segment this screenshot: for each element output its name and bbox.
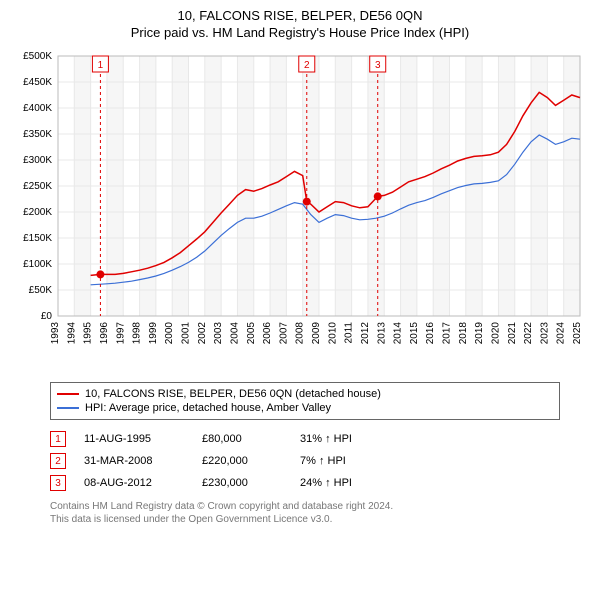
legend-swatch [57, 407, 79, 409]
svg-text:£350K: £350K [23, 129, 52, 140]
svg-text:2020: 2020 [490, 322, 501, 345]
price-chart: £0 £50K £100K £150K £200K £250K £300K £350K £400… [10, 46, 590, 376]
svg-text:2013: 2013 [376, 322, 387, 345]
svg-text:1997: 1997 [115, 322, 126, 345]
svg-text:2015: 2015 [409, 322, 420, 345]
svg-text:2021: 2021 [507, 322, 518, 345]
svg-text:2019: 2019 [474, 322, 485, 345]
event-row: 1 11-AUG-1995 £80,000 31% ↑ HPI [50, 428, 560, 450]
svg-text:£50K: £50K [29, 285, 53, 296]
svg-text:£100K: £100K [23, 259, 52, 270]
legend-swatch [57, 393, 79, 395]
legend: 10, FALCONS RISE, BELPER, DE56 0QN (deta… [50, 382, 560, 420]
svg-text:1998: 1998 [132, 322, 143, 345]
event-delta: 31% ↑ HPI [300, 433, 390, 445]
event-delta: 24% ↑ HPI [300, 477, 390, 489]
attribution-line: This data is licensed under the Open Gov… [50, 513, 560, 526]
svg-text:2006: 2006 [262, 322, 273, 345]
svg-text:2022: 2022 [523, 322, 534, 345]
svg-text:2000: 2000 [164, 322, 175, 345]
svg-text:£450K: £450K [23, 77, 52, 88]
svg-text:1999: 1999 [148, 322, 159, 345]
svg-text:2001: 2001 [181, 322, 192, 345]
svg-text:2011: 2011 [344, 322, 355, 344]
event-price: £230,000 [202, 477, 282, 489]
event-badge: 1 [50, 431, 66, 447]
chart-title: 10, FALCONS RISE, BELPER, DE56 0QN [10, 8, 590, 23]
svg-text:£250K: £250K [23, 181, 52, 192]
events-table: 1 11-AUG-1995 £80,000 31% ↑ HPI 2 31-MAR-2008… [50, 428, 560, 494]
attribution-line: Contains HM Land Registry data © Crown c… [50, 500, 560, 513]
svg-text:1994: 1994 [66, 322, 77, 345]
svg-text:2003: 2003 [213, 322, 224, 345]
svg-text:2005: 2005 [246, 322, 257, 345]
svg-text:£150K: £150K [23, 233, 52, 244]
chart-subtitle: Price paid vs. HM Land Registry's House … [10, 25, 590, 40]
svg-text:2007: 2007 [278, 322, 289, 345]
svg-text:1995: 1995 [83, 322, 94, 345]
legend-item: HPI: Average price, detached house, Ambe… [57, 401, 553, 415]
svg-text:1993: 1993 [50, 322, 61, 345]
svg-text:2004: 2004 [229, 322, 240, 345]
event-delta: 7% ↑ HPI [300, 455, 390, 467]
event-badge: 2 [50, 453, 66, 469]
svg-text:1: 1 [98, 60, 104, 71]
svg-text:2002: 2002 [197, 322, 208, 345]
attribution: Contains HM Land Registry data © Crown c… [50, 500, 560, 526]
svg-text:2018: 2018 [458, 322, 469, 345]
svg-text:2025: 2025 [572, 322, 583, 345]
svg-text:2016: 2016 [425, 322, 436, 345]
svg-text:2008: 2008 [295, 322, 306, 345]
event-row: 2 31-MAR-2008 £220,000 7% ↑ HPI [50, 450, 560, 472]
svg-text:2023: 2023 [539, 322, 550, 345]
svg-text:£400K: £400K [23, 103, 52, 114]
svg-text:£0: £0 [41, 311, 53, 322]
svg-text:2014: 2014 [393, 322, 404, 345]
svg-text:1996: 1996 [99, 322, 110, 345]
svg-text:2017: 2017 [442, 322, 453, 345]
event-date: 11-AUG-1995 [84, 433, 184, 445]
legend-label: 10, FALCONS RISE, BELPER, DE56 0QN (deta… [85, 388, 381, 400]
svg-text:2: 2 [304, 60, 310, 71]
event-price: £80,000 [202, 433, 282, 445]
event-date: 08-AUG-2012 [84, 477, 184, 489]
svg-text:2009: 2009 [311, 322, 322, 345]
svg-text:2012: 2012 [360, 322, 371, 345]
chart-container: 10, FALCONS RISE, BELPER, DE56 0QN Price… [0, 0, 600, 536]
legend-label: HPI: Average price, detached house, Ambe… [85, 402, 331, 414]
svg-text:£200K: £200K [23, 207, 52, 218]
event-row: 3 08-AUG-2012 £230,000 24% ↑ HPI [50, 472, 560, 494]
event-badge: 3 [50, 475, 66, 491]
svg-text:£500K: £500K [23, 51, 52, 62]
svg-text:3: 3 [375, 60, 381, 71]
svg-text:£300K: £300K [23, 155, 52, 166]
svg-text:2024: 2024 [556, 322, 567, 345]
svg-text:2010: 2010 [327, 322, 338, 345]
event-price: £220,000 [202, 455, 282, 467]
event-date: 31-MAR-2008 [84, 455, 184, 467]
legend-item: 10, FALCONS RISE, BELPER, DE56 0QN (deta… [57, 387, 553, 401]
